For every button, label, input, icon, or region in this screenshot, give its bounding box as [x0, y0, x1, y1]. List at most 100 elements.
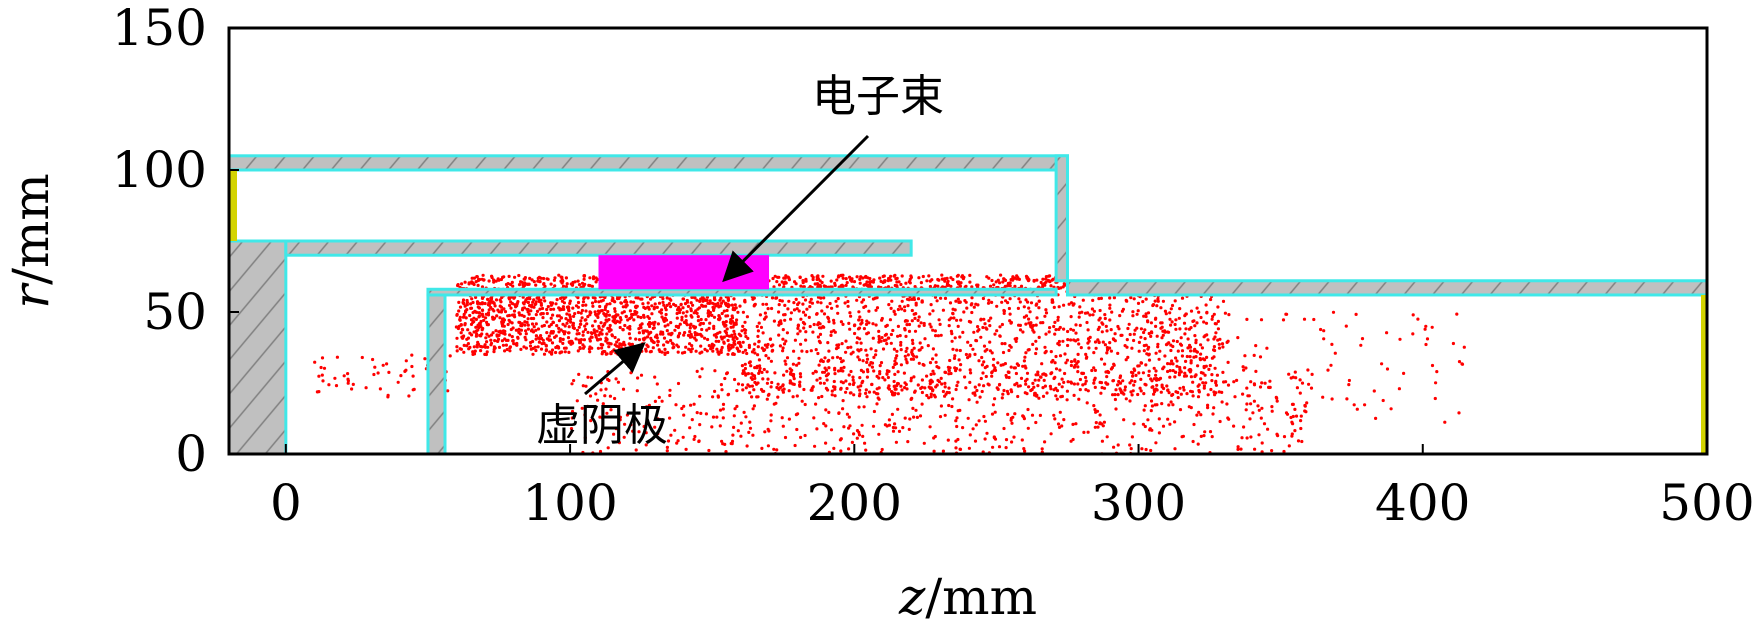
particle-point [1084, 388, 1088, 392]
particle-point [1319, 327, 1323, 332]
particle-point [1127, 322, 1131, 326]
particle-point [1002, 426, 1006, 431]
particle-point [653, 399, 658, 403]
particle-point [716, 301, 720, 305]
particle-point [799, 317, 803, 321]
particle-point [1282, 435, 1287, 439]
particle-point [1160, 385, 1164, 389]
particle-point [980, 355, 984, 360]
particle-point [1208, 363, 1212, 368]
particle-point [769, 359, 774, 363]
particle-point [847, 426, 851, 430]
particle-point [385, 362, 389, 366]
particle-point [732, 341, 736, 345]
particle-point [1451, 341, 1455, 346]
particle-point [782, 342, 787, 346]
particle-point [666, 350, 670, 355]
particle-point [1239, 447, 1243, 451]
particle-point [1000, 396, 1004, 400]
particle-point [1048, 384, 1052, 388]
particle-point [1112, 296, 1116, 300]
particle-point [542, 276, 546, 281]
particle-point [694, 338, 698, 342]
particle-point [703, 347, 707, 351]
particle-point [517, 320, 521, 324]
particle-point [1069, 301, 1074, 305]
particle-point [597, 333, 601, 337]
particle-point [908, 281, 912, 285]
particle-point [1090, 307, 1094, 311]
particle-point [1091, 313, 1095, 317]
particle-point [665, 303, 669, 307]
particle-point [598, 415, 602, 419]
particle-point [523, 335, 527, 339]
particle-point [1321, 395, 1325, 399]
particle-point [1045, 391, 1049, 395]
particle-point [755, 364, 759, 368]
particle-point [1192, 355, 1196, 359]
particle-point [1213, 348, 1217, 353]
particle-point [758, 313, 763, 317]
particle-point [462, 312, 466, 316]
particle-point [706, 337, 710, 342]
particle-point [922, 363, 926, 367]
particle-point [875, 402, 879, 406]
particle-point [803, 298, 808, 302]
particle-point [817, 321, 821, 325]
particle-point [771, 348, 775, 352]
particle-point [568, 315, 572, 319]
particle-point [708, 321, 712, 325]
particle-point [553, 276, 557, 280]
particle-point [837, 274, 841, 278]
particle-point [1249, 435, 1253, 439]
particle-point [1257, 408, 1261, 412]
particle-point [613, 307, 617, 311]
particle-point [918, 348, 922, 352]
particle-point [1310, 372, 1314, 376]
particle-point [880, 447, 884, 452]
particle-point [781, 337, 785, 341]
particle-point [529, 309, 533, 313]
particle-point [785, 356, 790, 360]
particle-point [678, 331, 682, 335]
particle-point [561, 284, 566, 288]
particle-point [732, 329, 736, 333]
particle-point [700, 327, 704, 332]
particle-point [801, 281, 805, 285]
particle-point [636, 315, 640, 319]
particle-point [880, 316, 884, 321]
particle-point [1252, 353, 1256, 357]
particle-point [666, 323, 670, 327]
particle-point [1186, 346, 1190, 350]
particle-point [1062, 327, 1066, 331]
particle-point [1105, 329, 1109, 333]
particle-point [805, 350, 809, 354]
particle-point [530, 328, 534, 332]
particle-point [423, 357, 427, 361]
particle-point [1167, 391, 1171, 395]
particle-point [693, 326, 697, 330]
particle-point [1462, 345, 1466, 349]
particle-point [759, 387, 764, 392]
particle-point [932, 449, 936, 453]
particle-point [646, 301, 650, 305]
particle-point [797, 309, 801, 313]
particle-point [712, 326, 716, 331]
particle-point [1385, 331, 1389, 335]
particle-point [1081, 383, 1085, 387]
particle-point [912, 415, 916, 419]
particle-point [830, 393, 834, 397]
particle-point [792, 377, 796, 381]
particle-point [649, 297, 653, 301]
particle-point [1016, 394, 1020, 399]
particle-point [732, 297, 736, 301]
particle-point [1142, 408, 1146, 412]
particle-point [622, 435, 626, 439]
particle-point [857, 310, 861, 314]
particle-point [1148, 427, 1152, 431]
particle-point [1034, 347, 1039, 351]
particle-point [771, 276, 775, 281]
particle-point [914, 408, 918, 412]
particle-point [1118, 374, 1123, 378]
particle-point [1130, 393, 1134, 397]
